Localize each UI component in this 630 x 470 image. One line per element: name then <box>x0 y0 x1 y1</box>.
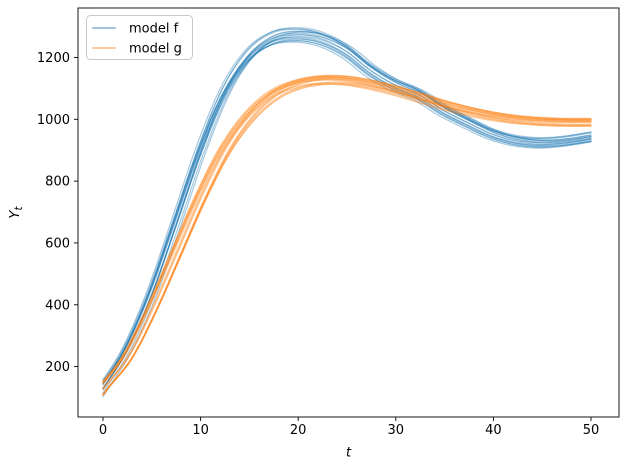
curve-member-model-g <box>102 75 592 382</box>
curve-member-model-f <box>102 34 592 394</box>
curve-member-model-f <box>102 28 592 381</box>
curve-member-model-g <box>102 77 592 397</box>
y-tick-label: 600 <box>45 236 70 251</box>
curve-member-model-f <box>102 30 592 390</box>
curve-member-model-f <box>102 32 592 390</box>
curve-member-model-g <box>102 78 592 395</box>
ensemble-model-f <box>102 27 592 398</box>
y-tick-label: 200 <box>45 360 70 375</box>
curve-member-model-g <box>102 78 592 382</box>
y-axis-label-subscript: t <box>13 205 25 210</box>
curve-member-model-g <box>102 79 592 384</box>
ensemble-model-g <box>102 74 592 397</box>
x-tick-label: 0 <box>99 423 107 438</box>
curve-member-model-g <box>102 75 592 396</box>
curve-member-model-f <box>102 31 592 398</box>
x-tick-label: 10 <box>192 423 209 438</box>
curve-member-model-g <box>102 82 592 384</box>
x-tick-label: 50 <box>583 423 600 438</box>
curve-member-model-f <box>102 34 592 385</box>
curve-member-model-f <box>102 28 592 384</box>
curve-member-model-f <box>102 40 592 386</box>
y-tick-label: 400 <box>45 298 70 313</box>
x-tick-label: 30 <box>388 423 405 438</box>
curve-member-model-g <box>102 81 592 395</box>
curve-member-model-f <box>102 36 592 384</box>
curve-member-model-f <box>102 27 592 385</box>
curve-member-model-g <box>102 74 592 389</box>
legend-label-model-g: model g <box>129 42 182 57</box>
x-tick-label: 40 <box>485 423 502 438</box>
curve-member-model-f <box>102 41 592 381</box>
curve-member-model-g <box>102 83 592 395</box>
legend: model f model g <box>86 15 193 60</box>
curve-member-model-g <box>102 76 592 383</box>
curve-member-model-f <box>102 31 592 390</box>
curve-member-model-g <box>102 82 592 396</box>
curve-ensembles <box>102 27 592 398</box>
y-tick-label: 800 <box>45 175 70 190</box>
legend-label-model-f: model f <box>129 22 179 37</box>
curve-member-model-f <box>102 40 592 384</box>
x-axis-label: t <box>346 445 352 461</box>
curve-member-model-g <box>102 75 592 390</box>
y-axis-label-main: Y <box>7 209 23 219</box>
x-axis: 0 10 20 30 40 50 <box>99 417 599 438</box>
y-tick-label: 1200 <box>37 51 70 66</box>
curve-member-model-g <box>102 78 592 384</box>
y-axis-label: Yt <box>7 205 25 218</box>
y-tick-label: 1000 <box>37 113 70 128</box>
plot-frame <box>77 7 620 418</box>
x-tick-label: 20 <box>290 423 307 438</box>
curve-member-model-g <box>102 83 592 385</box>
curve-member-model-g <box>102 76 592 391</box>
y-axis: 200 400 600 800 1000 1200 <box>37 51 78 375</box>
curve-member-model-f <box>102 38 592 389</box>
curve-member-model-f <box>102 36 592 390</box>
curve-member-model-f <box>102 37 592 383</box>
